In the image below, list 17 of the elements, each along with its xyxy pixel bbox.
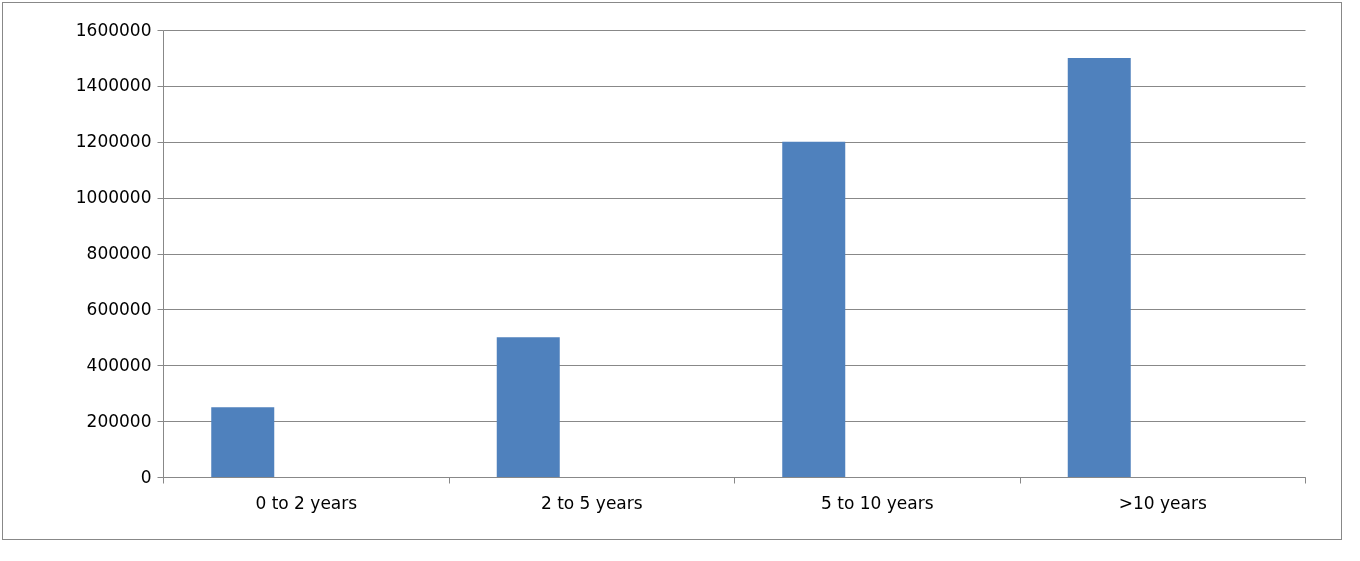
y-tick-label: 1600000 — [75, 19, 152, 40]
y-tick-label: 800000 — [86, 243, 152, 263]
y-tick-label: 1200000 — [75, 131, 152, 152]
y-tick-label: 400000 — [86, 354, 152, 375]
y-tick-label: 0 — [140, 466, 152, 487]
bar — [496, 337, 560, 477]
y-tick-label: 1000000 — [75, 187, 152, 208]
bar — [211, 407, 275, 477]
y-tick-label: 1400000 — [75, 75, 152, 96]
y-tick-label: 600000 — [86, 298, 152, 319]
y-tick-label: 200000 — [86, 410, 152, 431]
bar — [782, 141, 846, 477]
bar — [1067, 57, 1131, 477]
x-tick-label: >10 years — [1118, 492, 1207, 513]
x-tick-label: 5 to 10 years — [820, 492, 934, 513]
x-tick-label: 2 to 5 years — [540, 492, 643, 513]
x-tick-label: 0 to 2 years — [255, 492, 358, 513]
